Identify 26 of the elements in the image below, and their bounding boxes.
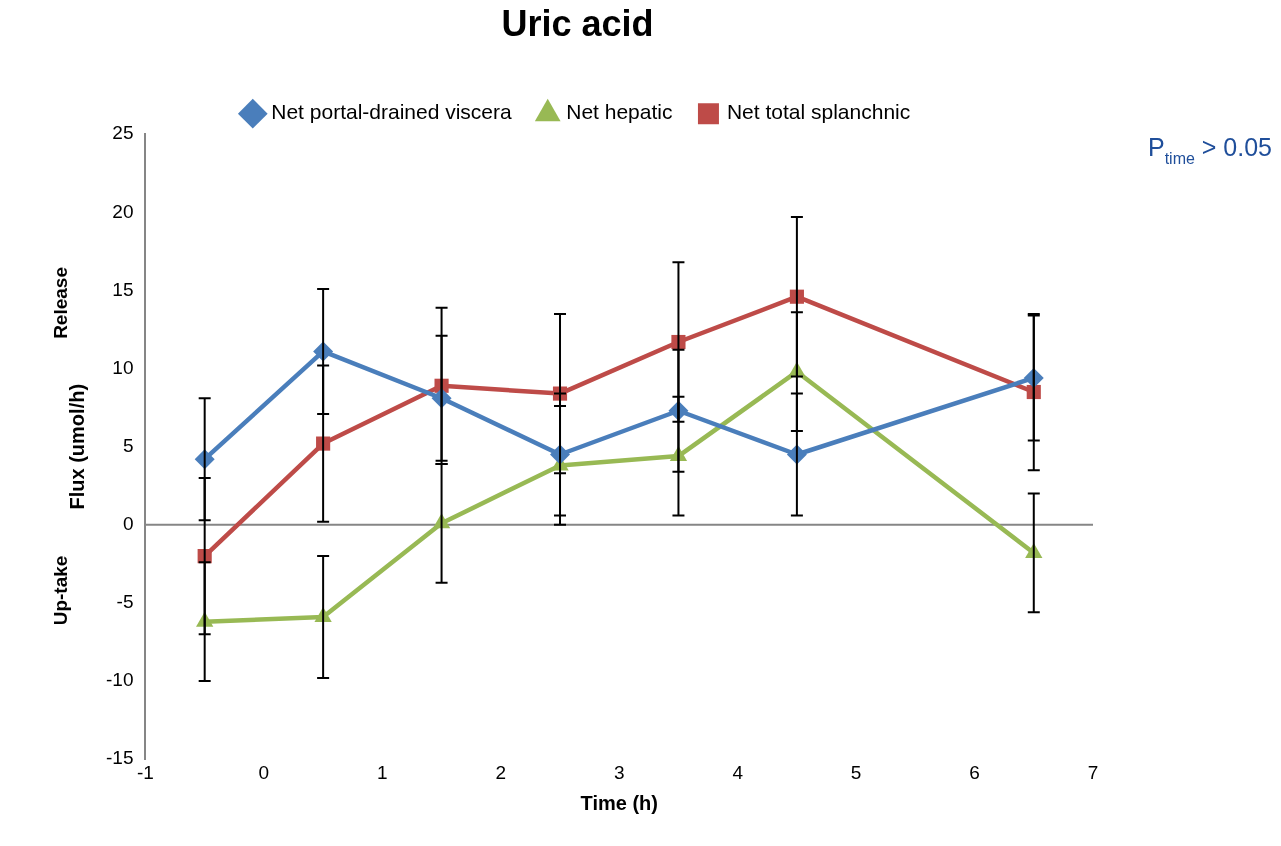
y-tick-label: 0 [122,513,134,535]
legend-label: Net total splanchnic [726,100,911,124]
y-tick-label: 15 [112,278,134,300]
x-tick-label: 2 [495,761,507,783]
y-tick-label: 10 [112,356,134,378]
text: Release [50,267,72,339]
x-tick-label: 4 [732,761,744,783]
y-tick-label: -15 [105,747,134,769]
text: Up-take [50,555,72,626]
chart-title: Uric acid [501,2,654,44]
y-tick-label: 20 [112,200,134,222]
x-tick-label: 3 [613,761,625,783]
y-tick-label: 5 [122,434,134,456]
x-tick-label: 1 [377,761,388,783]
y-tick-label: -10 [105,669,134,691]
x-tick-label: 7 [1087,761,1099,783]
x-tick-label: 6 [969,761,980,783]
legend-label: Net portal-drained viscera [271,100,513,124]
x-axis-title: Time (h) [580,791,658,814]
y-tick-label: 25 [112,122,134,144]
legend-label: Net hepatic [566,100,673,124]
x-tick-label: -1 [137,761,154,783]
y-axis-title: Flux (umol/h) [65,383,88,510]
y-tick-label: -5 [116,591,134,613]
x-tick-label: 0 [258,761,270,783]
x-tick-label: 5 [850,761,862,783]
